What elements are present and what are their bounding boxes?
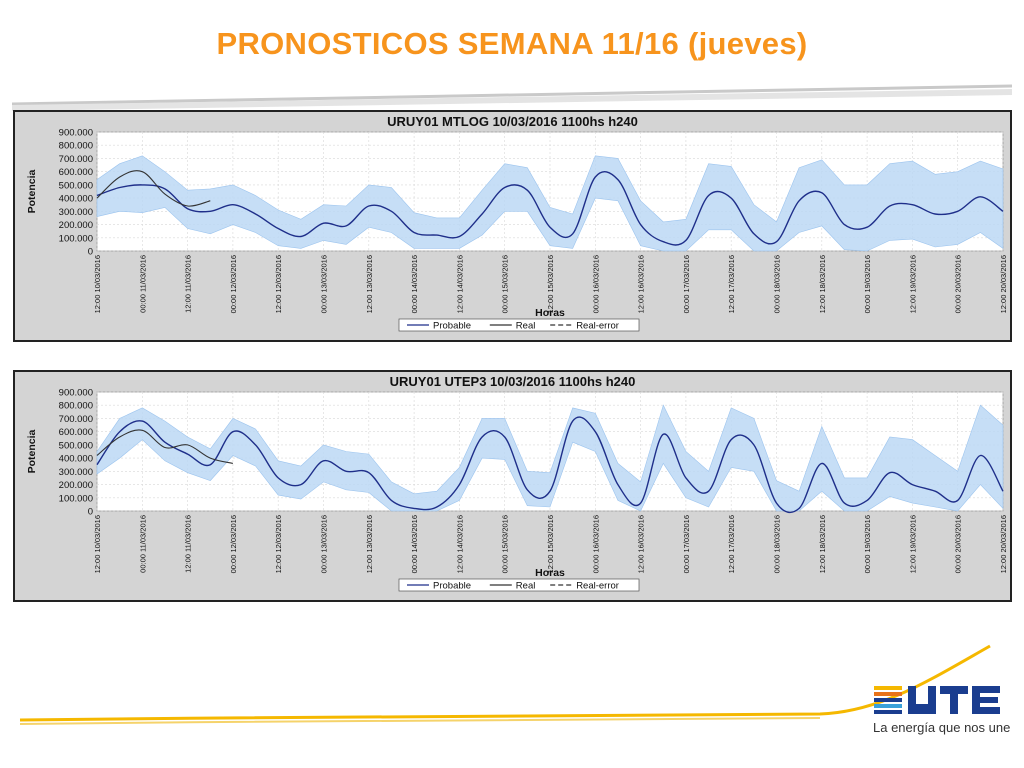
x-tick-label: 12:00 16/03/2016 <box>637 515 646 573</box>
chart-utep3: URUY01 UTEP3 10/03/2016 1100hs h240 0 100.… <box>26 374 1008 592</box>
y-tick-label: 100.000 <box>59 493 93 504</box>
x-tick-label: 00:00 11/03/2016 <box>138 515 147 573</box>
y-tick-label: 900.000 <box>59 388 93 399</box>
chart-title: URUY01 MTLOG 10/03/2016 1100hs h240 <box>387 114 638 129</box>
x-tick-label: 00:00 13/03/2016 <box>320 515 329 573</box>
chart-panel-utep3: URUY01 UTEP3 10/03/2016 1100hs h240 0 100.… <box>13 370 1012 602</box>
legend-box <box>398 578 640 592</box>
y-tick-label: 800.000 <box>59 401 93 412</box>
x-tick-label: 12:00 14/03/2016 <box>455 515 464 573</box>
x-tick-label: 00:00 11/03/2016 <box>138 255 147 313</box>
y-tick-label: 400.000 <box>59 194 93 205</box>
y-tick-label: 600.000 <box>59 427 93 438</box>
x-tick-label: 12:00 14/03/2016 <box>455 255 464 313</box>
series-probable-line <box>96 416 1004 514</box>
x-tick-label: 12:00 13/03/2016 <box>365 515 374 573</box>
legend-label-2: Real-error <box>576 321 619 332</box>
x-tick-label: 00:00 18/03/2016 <box>773 515 782 573</box>
legend-box <box>398 318 640 332</box>
chart-mtlog: URUY01 MTLOG 10/03/2016 1100hs h240 0 100.… <box>26 114 1008 332</box>
legend-label-0: Probable <box>433 321 471 332</box>
series-real-line <box>96 429 234 464</box>
chart-legend: Probable Real Real-error <box>398 318 640 332</box>
x-tick-label: 00:00 16/03/2016 <box>591 255 600 313</box>
chart-panel-mtlog: URUY01 MTLOG 10/03/2016 1100hs h240 0 100.… <box>13 110 1012 342</box>
y-tick-label: 500.000 <box>59 180 93 191</box>
ute-logo <box>870 680 1010 740</box>
y-axis-label: Potencia <box>26 169 38 213</box>
legend-label-1: Real <box>516 581 536 592</box>
header-decorative-line <box>12 84 1012 111</box>
x-tick-label: 12:00 17/03/2016 <box>727 515 736 573</box>
x-tick-label: 12:00 10/03/2016 <box>93 515 102 573</box>
x-tick-label: 00:00 19/03/2016 <box>863 255 872 313</box>
footer-swoosh <box>19 644 991 725</box>
y-tick-label: 0 <box>88 507 93 518</box>
y-tick-label: 200.000 <box>59 220 93 231</box>
x-tick-label: 00:00 15/03/2016 <box>501 515 510 573</box>
x-tick-label: 00:00 19/03/2016 <box>863 515 872 573</box>
x-tick-label: 00:00 17/03/2016 <box>682 515 691 573</box>
y-tick-label: 100.000 <box>59 233 93 244</box>
x-tick-label: 00:00 18/03/2016 <box>773 255 782 313</box>
slide-title: PRONOSTICOS SEMANA 11/16 (jueves) <box>216 26 808 61</box>
x-tick-label: 12:00 15/03/2016 <box>546 515 555 573</box>
error-band <box>96 404 1004 512</box>
x-tick-label: 00:00 14/03/2016 <box>410 515 419 573</box>
x-tick-label: 12:00 12/03/2016 <box>274 515 283 573</box>
ute-logo-mark <box>874 686 1000 714</box>
y-tick-label: 700.000 <box>59 414 93 425</box>
x-tick-label: 12:00 20/03/2016 <box>999 255 1008 313</box>
series-real-line <box>96 170 211 207</box>
x-tick-label: 00:00 17/03/2016 <box>682 255 691 313</box>
x-tick-label: 12:00 15/03/2016 <box>546 255 555 313</box>
chart-legend: Probable Real Real-error <box>398 578 640 592</box>
x-tick-label: 12:00 16/03/2016 <box>637 255 646 313</box>
x-tick-label: 12:00 19/03/2016 <box>908 515 917 573</box>
x-tick-label: 00:00 12/03/2016 <box>229 255 238 313</box>
y-tick-label: 200.000 <box>59 480 93 491</box>
x-tick-label: 12:00 13/03/2016 <box>365 255 374 313</box>
x-tick-label: 00:00 14/03/2016 <box>410 255 419 313</box>
chart-title: URUY01 UTEP3 10/03/2016 1100hs h240 <box>390 374 636 389</box>
x-tick-label: 12:00 17/03/2016 <box>727 255 736 313</box>
x-tick-label: 12:00 11/03/2016 <box>184 515 193 573</box>
x-tick-label: 00:00 13/03/2016 <box>320 255 329 313</box>
y-tick-label: 400.000 <box>59 454 93 465</box>
x-tick-label: 12:00 18/03/2016 <box>818 515 827 573</box>
x-tick-label: 12:00 10/03/2016 <box>93 255 102 313</box>
y-tick-label: 300.000 <box>59 207 93 218</box>
y-tick-label: 300.000 <box>59 467 93 478</box>
y-tick-label: 700.000 <box>59 154 93 165</box>
legend-label-0: Probable <box>433 581 471 592</box>
brand-slogan: La energía que nos une <box>873 720 1011 735</box>
series-probable-line <box>96 171 1004 246</box>
y-tick-label: 500.000 <box>59 440 93 451</box>
x-tick-label: 12:00 20/03/2016 <box>999 515 1008 573</box>
x-tick-label: 12:00 11/03/2016 <box>184 255 193 313</box>
error-band <box>96 155 1004 252</box>
y-tick-label: 800.000 <box>59 141 93 152</box>
y-tick-label: 900.000 <box>59 128 93 139</box>
x-tick-label: 00:00 12/03/2016 <box>229 515 238 573</box>
x-axis-label: Horas <box>535 567 565 579</box>
legend-label-2: Real-error <box>576 581 619 592</box>
x-tick-label: 00:00 16/03/2016 <box>591 515 600 573</box>
x-tick-label: 00:00 15/03/2016 <box>501 255 510 313</box>
x-tick-label: 00:00 20/03/2016 <box>954 515 963 573</box>
legend-label-1: Real <box>516 321 536 332</box>
y-tick-label: 0 <box>88 247 93 258</box>
y-tick-label: 600.000 <box>59 167 93 178</box>
x-axis-label: Horas <box>535 307 565 319</box>
x-tick-label: 12:00 12/03/2016 <box>274 255 283 313</box>
x-tick-label: 12:00 18/03/2016 <box>818 255 827 313</box>
y-axis-label: Potencia <box>26 429 38 473</box>
x-tick-label: 12:00 19/03/2016 <box>908 255 917 313</box>
x-tick-label: 00:00 20/03/2016 <box>954 255 963 313</box>
